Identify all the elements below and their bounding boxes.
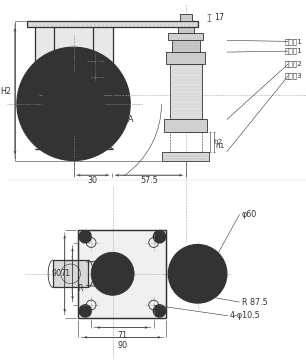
Text: ナット3: ナット3: [284, 72, 302, 79]
Circle shape: [184, 260, 211, 287]
Bar: [172, 40, 200, 52]
Text: 30: 30: [88, 176, 98, 184]
Bar: [164, 119, 207, 132]
Circle shape: [78, 230, 92, 244]
Bar: [168, 33, 203, 40]
Circle shape: [168, 245, 227, 303]
Circle shape: [153, 304, 166, 318]
Bar: [170, 64, 202, 119]
Text: ナット1: ナット1: [284, 48, 302, 54]
Text: 57.5: 57.5: [140, 176, 158, 184]
Text: 90: 90: [117, 341, 128, 350]
Circle shape: [107, 268, 118, 280]
Polygon shape: [86, 282, 113, 287]
Circle shape: [17, 47, 130, 160]
Circle shape: [153, 230, 166, 244]
Text: 71: 71: [117, 331, 128, 340]
Bar: [180, 14, 192, 21]
Bar: [35, 27, 54, 149]
Circle shape: [78, 304, 92, 318]
Text: h1: h1: [215, 143, 225, 149]
Text: H2: H2: [0, 87, 11, 96]
Text: ナット2: ナット2: [284, 61, 302, 67]
Circle shape: [194, 270, 202, 278]
Text: A: A: [129, 115, 134, 124]
Bar: [178, 27, 194, 33]
Text: R: R: [78, 284, 83, 293]
Text: R 87.5: R 87.5: [241, 298, 267, 307]
Circle shape: [91, 252, 134, 295]
Bar: [78, 230, 166, 318]
Polygon shape: [35, 27, 113, 149]
Text: 71: 71: [61, 269, 71, 278]
Text: ボルト1: ボルト1: [284, 38, 302, 45]
Bar: [53, 260, 88, 287]
Text: h2: h2: [213, 139, 222, 145]
Bar: [27, 21, 198, 27]
Text: 17: 17: [214, 13, 224, 22]
Polygon shape: [86, 260, 113, 265]
Text: 90: 90: [52, 269, 62, 278]
Circle shape: [42, 73, 105, 135]
Bar: [170, 132, 202, 152]
Bar: [78, 230, 166, 318]
Text: 4-φ10.5: 4-φ10.5: [230, 311, 261, 320]
Bar: [162, 152, 209, 162]
Text: φ60: φ60: [241, 210, 257, 219]
Bar: [166, 52, 205, 64]
Circle shape: [64, 94, 83, 114]
